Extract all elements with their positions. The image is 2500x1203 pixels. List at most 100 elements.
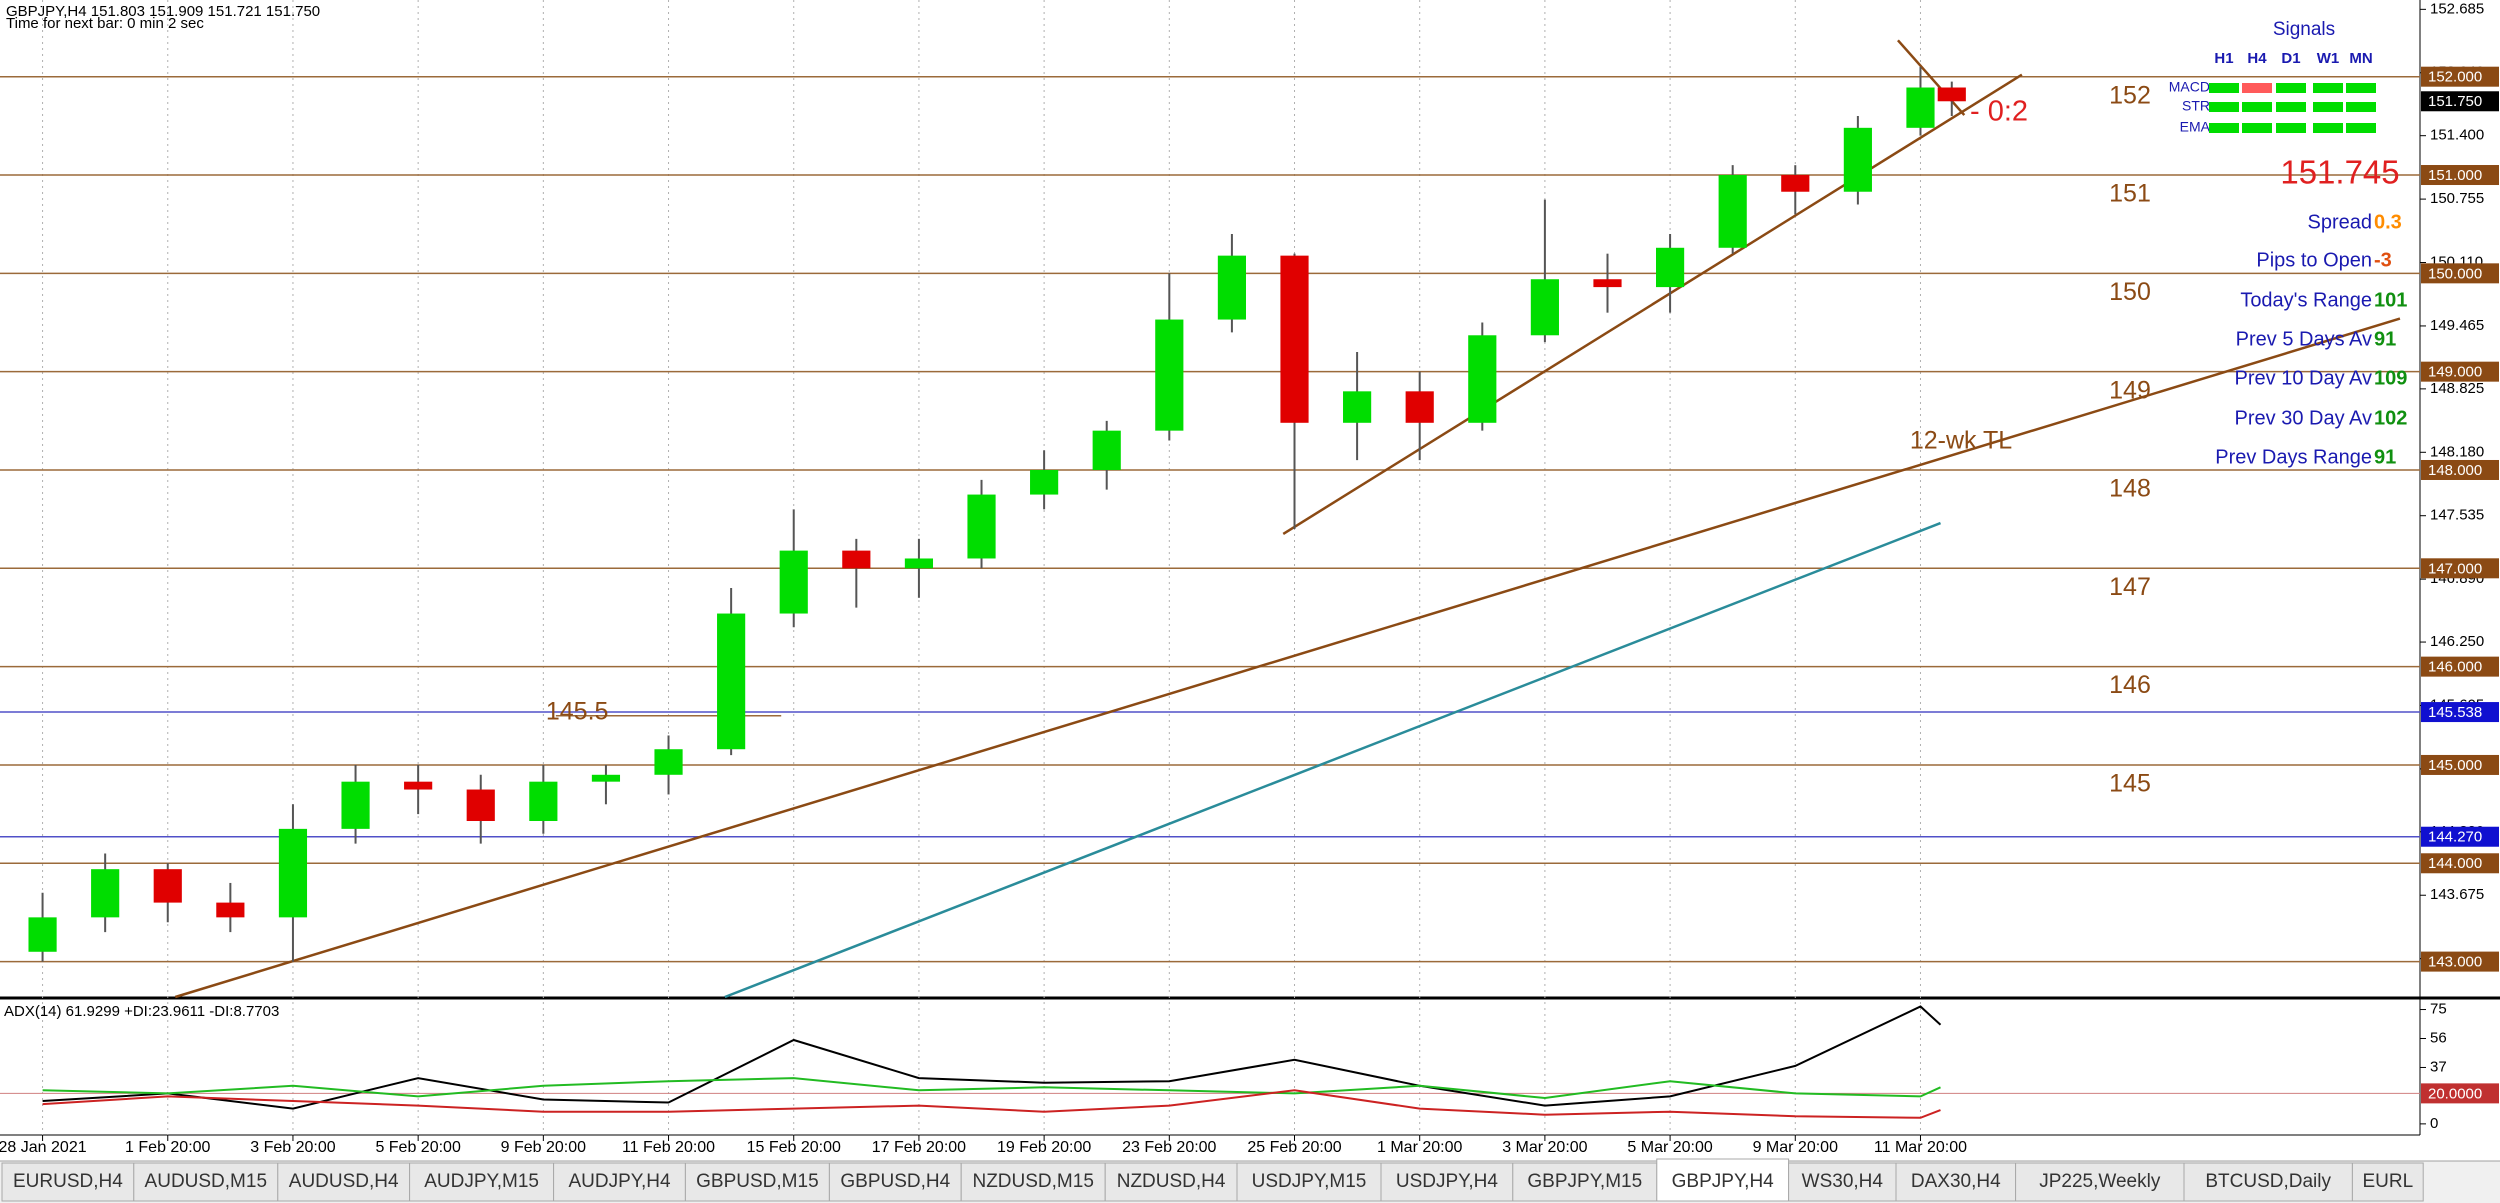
y-tick-label: 151.400 — [2430, 127, 2484, 144]
info-label: Prev 10 Day Av — [2235, 367, 2372, 389]
info-label: Prev 5 Days Av — [2236, 328, 2372, 350]
signals-column: MN — [2349, 50, 2372, 67]
level-box — [2421, 754, 2499, 775]
tab[interactable] — [1236, 1162, 1382, 1202]
tab-label[interactable]: WS30,H4 — [1802, 1171, 1884, 1192]
tab-label[interactable]: NZDUSD,M15 — [972, 1171, 1093, 1192]
tab-label[interactable]: DAX30,H4 — [1911, 1171, 2001, 1192]
tab[interactable] — [684, 1162, 830, 1202]
adx-title: ADX(14) 61.9299 +DI:23.9611 -DI:8.7703 — [4, 1003, 279, 1020]
x-tick-label: 1 Feb 20:00 — [125, 1139, 211, 1156]
tab[interactable] — [277, 1162, 411, 1202]
tab-label[interactable]: BTCUSD,Daily — [2205, 1171, 2331, 1192]
tab-label[interactable]: AUDUSD,H4 — [289, 1171, 399, 1192]
tab-label[interactable]: GBPJPY,M15 — [1527, 1171, 1642, 1192]
tab-label[interactable]: USDJPY,H4 — [1396, 1171, 1499, 1192]
adx-line — [42, 1077, 1941, 1100]
level-box — [2421, 853, 2499, 874]
candle-body — [153, 869, 182, 903]
y-tick-label: 150.755 — [2430, 190, 2484, 207]
level-annotation: 146 — [2109, 671, 2151, 699]
chart-header: GBPJPY,H4 151.803 151.909 151.721 151.75… — [6, 3, 320, 20]
tab[interactable] — [1656, 1158, 1790, 1202]
level-box-label: 145.538 — [2428, 704, 2482, 721]
tab[interactable] — [133, 1162, 279, 1202]
x-tick-label: 5 Feb 20:00 — [375, 1139, 461, 1156]
tab-label[interactable]: JP225,Weekly — [2039, 1171, 2161, 1192]
candle-body — [1656, 247, 1685, 288]
signal-cell — [2276, 102, 2306, 112]
level-box-label: 151.000 — [2428, 167, 2482, 184]
trend-line — [1897, 39, 1966, 116]
level-annotation: 152 — [2109, 81, 2151, 109]
signal-cell — [2313, 102, 2343, 112]
info-label: Prev Days Range — [2215, 446, 2372, 468]
candle-body — [1155, 319, 1184, 431]
candle-body — [91, 869, 120, 918]
x-tick-label: 3 Mar 20:00 — [1502, 1139, 1587, 1156]
tab-label[interactable]: AUDUSD,M15 — [145, 1171, 267, 1192]
tab[interactable] — [2015, 1162, 2185, 1202]
signal-cell — [2346, 83, 2376, 93]
tab[interactable] — [1104, 1162, 1238, 1202]
tab-label[interactable]: GBPUSD,H4 — [840, 1171, 950, 1192]
level-box-label: 143.000 — [2428, 954, 2482, 971]
signals-column: W1 — [2317, 50, 2340, 67]
tab[interactable] — [1895, 1162, 2017, 1202]
y-tick-label: 148.825 — [2430, 380, 2484, 397]
tab[interactable] — [409, 1162, 555, 1202]
tab[interactable] — [828, 1162, 962, 1202]
current-price: 151.745 — [2280, 154, 2399, 191]
signal-cell — [2209, 123, 2239, 133]
signals-column: H4 — [2247, 50, 2267, 67]
candle-body — [1843, 127, 1872, 192]
tab-label[interactable]: EURL — [2362, 1171, 2413, 1192]
tab[interactable] — [960, 1162, 1106, 1202]
tab-label[interactable]: GBPJPY,H4 — [1672, 1171, 1775, 1192]
candle-body — [904, 558, 934, 569]
level-box-label: 144.000 — [2428, 855, 2482, 872]
tab[interactable] — [553, 1162, 686, 1202]
tab-label[interactable]: GBPUSD,M15 — [696, 1171, 818, 1192]
tab-label[interactable]: EURUSD,H4 — [13, 1171, 123, 1192]
trend-line — [724, 521, 1941, 999]
candle-body — [1593, 279, 1622, 288]
x-tick-label: 11 Feb 20:00 — [622, 1139, 715, 1156]
candle-body — [1530, 279, 1559, 336]
tab-label[interactable]: USDJPY,M15 — [1252, 1171, 1367, 1192]
signals-column: H1 — [2214, 50, 2233, 67]
level-box-label: 144.270 — [2428, 829, 2482, 846]
level-annotation: 145 — [2109, 770, 2151, 798]
chart-subheader: Time for next bar: 0 min 2 sec — [6, 15, 204, 32]
candle-body — [1468, 335, 1497, 423]
tab[interactable] — [2351, 1162, 2424, 1202]
info-value: 102 — [2374, 407, 2407, 429]
tab[interactable] — [1380, 1162, 1514, 1202]
x-tick-label: 19 Feb 20:00 — [997, 1139, 1091, 1156]
tab-label[interactable]: AUDJPY,H4 — [568, 1171, 671, 1192]
tab-label[interactable]: NZDUSD,H4 — [1117, 1171, 1226, 1192]
x-tick-label: 23 Feb 20:00 — [1122, 1139, 1216, 1156]
tab[interactable] — [2183, 1162, 2353, 1202]
candle-body — [1718, 175, 1747, 248]
level-box-label: 149.000 — [2428, 364, 2482, 381]
x-tick-label: 1 Mar 20:00 — [1377, 1139, 1462, 1156]
x-tick-label: 5 Mar 20:00 — [1627, 1139, 1712, 1156]
level-box-label: 147.000 — [2428, 560, 2482, 577]
adx-y-tick-label: 0 — [2430, 1115, 2438, 1132]
signals-row: MACD — [2169, 79, 2210, 95]
tab-label[interactable]: AUDJPY,M15 — [424, 1171, 539, 1192]
level-box-label: 151.750 — [2428, 93, 2482, 110]
countdown-annotation: - 0:2 — [1970, 96, 2028, 128]
candle-body — [1405, 391, 1434, 423]
x-tick-label: 15 Feb 20:00 — [747, 1139, 841, 1156]
x-tick-label: 11 Mar 20:00 — [1874, 1139, 1967, 1156]
tab[interactable] — [1788, 1162, 1897, 1202]
adx-level-label: 20.0000 — [2428, 1085, 2482, 1102]
signals-row: STR — [2182, 98, 2210, 114]
candle-body — [967, 494, 996, 559]
level-box — [2421, 702, 2499, 723]
y-tick-label: 143.675 — [2430, 886, 2484, 903]
